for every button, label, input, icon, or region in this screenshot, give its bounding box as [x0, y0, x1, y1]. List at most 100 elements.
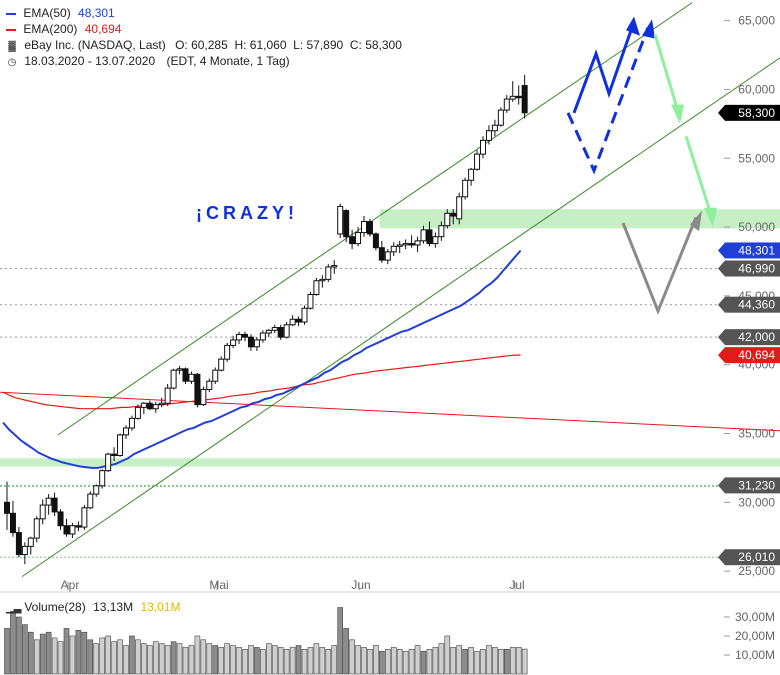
support-zone: [0, 458, 780, 467]
candle-body: [485, 130, 492, 141]
price-badge-label: 42,000: [738, 330, 775, 344]
volume-bar: [509, 647, 516, 675]
volume-bar: [242, 648, 248, 675]
volume-bar: [295, 645, 302, 675]
candle-body: [128, 417, 135, 429]
y-tick-label: 50,000: [738, 220, 775, 234]
legend-period: ◷ 18.03.2020 - 13.07.2020 (EDT, 4 Monate…: [6, 54, 290, 68]
volume-bar: [158, 643, 165, 675]
ema50-line: [2, 249, 522, 469]
candle-body: [325, 266, 332, 280]
volume-value: 13,13M: [93, 600, 134, 614]
x-tick-label: Jun: [351, 578, 370, 592]
arrowhead-icon: [642, 19, 655, 39]
candle-body: [158, 402, 165, 406]
period-range: 18.03.2020 - 13.07.2020: [24, 54, 156, 68]
candle-body: [123, 427, 129, 436]
candle-body: [224, 344, 231, 360]
price-badge-label: 26,010: [738, 550, 775, 564]
volume-bar: [337, 607, 344, 675]
candle-body: [343, 210, 350, 238]
long-term-trendline: [0, 391, 780, 432]
volume-bar: [486, 645, 492, 675]
arrowhead-icon: [626, 16, 640, 36]
volume-bar: [426, 648, 433, 675]
volume-bar: [22, 624, 28, 675]
volume-bar: [373, 645, 379, 675]
candle-body: [289, 318, 296, 326]
candle-body: [265, 329, 272, 334]
ema200-swatch: [6, 28, 16, 31]
candle-body: [301, 307, 308, 323]
volume-bar: [265, 643, 272, 675]
ohlc-values: O: 60,285 H: 61,060 L: 57,890 C: 58,300: [175, 38, 402, 52]
volume-bar: [319, 647, 326, 675]
candle-body: [480, 139, 486, 155]
projection-arrow-green-1: [653, 33, 680, 112]
price-badge-pointer: [718, 242, 725, 259]
volume-bar: [45, 631, 52, 675]
candle-body: [474, 153, 481, 170]
price-badge: [725, 296, 780, 313]
candle-body: [426, 229, 433, 245]
price-badge: [725, 242, 780, 259]
volume-bar: [390, 647, 397, 675]
candle-body: [337, 205, 344, 235]
ema200-line: [2, 354, 521, 410]
volume-bar: [81, 631, 88, 675]
volume-bar: [396, 648, 403, 675]
price-badge-pointer: [718, 329, 725, 346]
candle-body: [4, 501, 10, 514]
candle-body: [200, 388, 207, 406]
volume-tick-label: 20,00M: [735, 629, 775, 643]
volume-bar: [75, 629, 82, 675]
volume-bar: [105, 635, 111, 675]
volume-bar: [57, 641, 64, 675]
candle-body: [21, 545, 28, 556]
volume-bar: [212, 645, 219, 675]
volume-bar: [182, 647, 189, 675]
volume-bar: [254, 647, 260, 675]
volume-bar: [93, 643, 100, 675]
candle-body: [176, 368, 183, 371]
candle-body: [295, 318, 302, 323]
candle-body: [450, 212, 457, 217]
volume-bar: [224, 643, 230, 675]
candle-body: [378, 247, 385, 261]
candle-body: [51, 497, 58, 513]
volume-bar: [69, 635, 76, 675]
price-badge: [725, 329, 780, 346]
candle-body: [432, 236, 439, 245]
candle-body: [111, 453, 118, 457]
volume-bar: [402, 650, 409, 675]
instrument-name: eBay Inc. (NASDAQ, Last): [24, 38, 166, 52]
volume-bar: [515, 647, 522, 675]
volume-bar: [141, 643, 147, 675]
x-tick-label: Jul: [509, 578, 524, 592]
candle-body: [170, 369, 177, 389]
candle-body: [134, 406, 141, 419]
candle-body: [438, 225, 445, 238]
volume-bar: [456, 645, 463, 675]
candle-body: [87, 493, 94, 509]
volume-bar: [361, 647, 367, 675]
volume-bar: [331, 645, 338, 675]
volume-bar: [301, 648, 308, 675]
volume-bar: [408, 648, 415, 675]
candle-body: [99, 470, 106, 487]
candle-body: [75, 525, 82, 528]
volume-bar: [230, 645, 236, 675]
crazy-annotation: ¡CRAZY!: [196, 203, 298, 223]
candle-body: [372, 233, 379, 249]
candle-body: [503, 98, 510, 111]
volume-bar: [307, 647, 314, 675]
volume-bar: [414, 645, 421, 675]
candle-body: [57, 511, 64, 527]
candle-body: [515, 95, 522, 99]
candle-body: [45, 497, 52, 506]
price-badge: [725, 549, 780, 566]
candle-body: [307, 294, 314, 309]
candle-body: [27, 537, 34, 547]
y-tick-label: 60,000: [738, 82, 775, 96]
volume-bar: [218, 647, 224, 675]
